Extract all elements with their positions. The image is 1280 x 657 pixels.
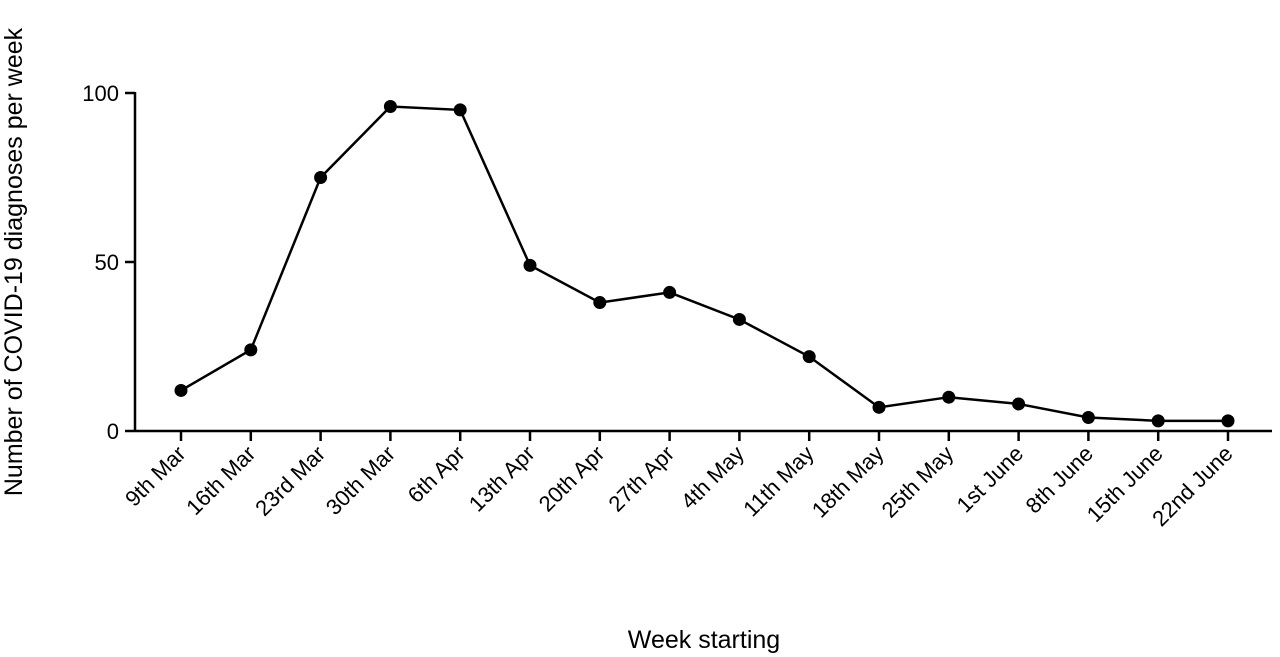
x-tick-label: 25th May [877, 441, 959, 523]
data-point [314, 171, 328, 184]
data-point [1221, 414, 1235, 428]
data-point [942, 390, 956, 404]
y-axis-title: Number of COVID-19 diagnoses per week [0, 27, 28, 496]
y-ticks: 0 50 100 [82, 81, 135, 444]
data-point [523, 258, 537, 272]
data-point [174, 383, 188, 397]
data-point [732, 312, 746, 326]
data-point [593, 296, 607, 310]
series [174, 100, 1235, 428]
x-tick-label: 16th Mar [181, 441, 260, 520]
data-point [1081, 410, 1095, 424]
x-tick-label: 1st June [952, 441, 1028, 517]
x-axis-title: Week starting [628, 626, 780, 654]
x-tick-label: 23rd Mar [250, 441, 330, 521]
data-point [872, 400, 886, 414]
axes [133, 92, 1272, 433]
y-tick-label: 0 [107, 419, 119, 444]
x-tick-label: 13th Apr [464, 441, 540, 517]
data-point [383, 100, 397, 114]
y-tick-label: 100 [82, 81, 119, 106]
x-tick-label: 6th Apr [403, 441, 470, 508]
data-point [802, 350, 816, 364]
y-tick-label: 50 [95, 250, 119, 275]
data-point [1151, 414, 1165, 428]
data-point [453, 103, 467, 117]
data-point [663, 285, 677, 299]
x-tick-label: 9th Mar [120, 441, 190, 511]
x-tick-label: 30th Mar [321, 441, 400, 520]
x-tick-label: 11th May [738, 441, 819, 522]
data-point [1012, 397, 1026, 411]
x-tick-label: 27th Apr [604, 441, 680, 517]
data-point [244, 343, 258, 357]
x-tick-label: 18th May [807, 441, 889, 523]
x-tick-label: 20th Apr [534, 441, 610, 517]
series-line [180, 105, 1228, 423]
